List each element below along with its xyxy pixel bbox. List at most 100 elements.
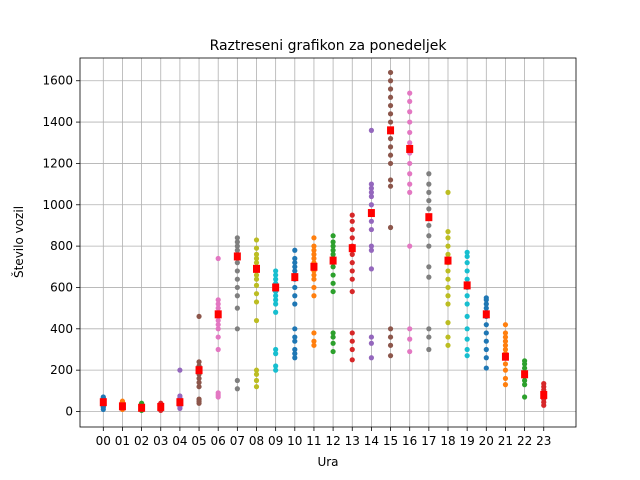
data-point xyxy=(349,260,355,266)
x-tick-label: 18 xyxy=(440,434,455,448)
data-point xyxy=(253,245,260,251)
data-point xyxy=(387,326,394,332)
x-tick-label: 20 xyxy=(479,434,494,448)
data-point xyxy=(273,351,279,357)
x-tick-label: 14 xyxy=(364,434,379,448)
data-point xyxy=(253,367,260,373)
data-point xyxy=(426,198,432,204)
data-point xyxy=(330,233,336,239)
mean-marker xyxy=(138,403,146,412)
data-point xyxy=(368,334,374,340)
data-point xyxy=(502,382,509,388)
data-point xyxy=(215,301,221,307)
data-point xyxy=(407,181,413,187)
data-point xyxy=(483,322,489,328)
data-point xyxy=(292,247,298,253)
data-point xyxy=(273,293,279,299)
data-point xyxy=(445,320,451,326)
data-point xyxy=(253,371,260,377)
data-point xyxy=(273,272,279,278)
data-point xyxy=(407,171,413,177)
x-axis-label: Ura xyxy=(317,455,338,469)
data-point xyxy=(330,280,336,286)
data-point xyxy=(387,152,394,158)
data-point xyxy=(253,255,260,262)
data-point xyxy=(522,382,528,388)
data-point xyxy=(330,264,336,270)
data-point xyxy=(407,140,413,146)
data-point xyxy=(292,351,298,357)
data-point xyxy=(196,396,202,402)
data-point xyxy=(483,295,489,301)
mean-marker xyxy=(99,398,107,407)
x-tick-label: 11 xyxy=(306,434,321,448)
data-point xyxy=(311,272,317,278)
data-point xyxy=(445,235,451,241)
data-point xyxy=(368,202,374,208)
data-point xyxy=(253,299,260,305)
data-point xyxy=(215,305,221,311)
data-point xyxy=(330,340,336,346)
data-point xyxy=(311,338,317,344)
data-point xyxy=(407,348,413,355)
data-point xyxy=(234,326,240,332)
data-point xyxy=(253,291,260,297)
data-point xyxy=(368,218,374,224)
data-point xyxy=(234,293,240,299)
data-point xyxy=(426,243,432,249)
x-tick-label: 02 xyxy=(134,434,149,448)
data-point xyxy=(349,251,355,257)
data-point xyxy=(387,119,394,125)
y-tick-label: 1400 xyxy=(42,115,73,129)
data-point xyxy=(368,266,374,272)
data-point xyxy=(311,293,317,299)
data-point xyxy=(445,284,451,291)
data-point xyxy=(234,247,240,253)
data-point xyxy=(234,268,240,274)
data-point xyxy=(234,386,240,392)
data-point xyxy=(253,237,260,243)
data-point xyxy=(387,69,394,76)
data-point xyxy=(273,268,279,274)
data-point xyxy=(311,284,317,291)
mean-marker xyxy=(118,402,126,411)
data-point xyxy=(387,78,394,84)
mean-marker xyxy=(482,310,490,319)
mean-marker xyxy=(367,209,375,218)
data-point xyxy=(483,305,489,311)
mean-marker xyxy=(310,262,318,271)
data-point xyxy=(368,340,374,346)
data-point xyxy=(273,363,279,369)
data-point xyxy=(368,189,374,195)
x-tick-label: 16 xyxy=(402,434,417,448)
data-point xyxy=(292,260,298,266)
data-point xyxy=(387,136,394,142)
data-point xyxy=(368,226,374,233)
data-point xyxy=(464,301,470,307)
data-point xyxy=(253,276,260,282)
mean-marker xyxy=(214,310,222,319)
x-tick-label: 23 xyxy=(536,434,551,448)
mean-marker xyxy=(233,252,241,261)
mean-marker xyxy=(195,366,203,375)
data-point xyxy=(387,177,394,183)
data-point xyxy=(426,233,432,239)
data-point xyxy=(387,102,394,109)
data-point xyxy=(368,185,374,191)
data-point xyxy=(368,243,374,249)
data-point xyxy=(407,129,413,136)
data-point xyxy=(464,313,470,320)
data-point xyxy=(502,342,509,348)
y-tick-label: 800 xyxy=(50,239,73,253)
data-point xyxy=(330,330,336,336)
mean-markers xyxy=(99,126,548,412)
data-point xyxy=(368,181,374,187)
data-point xyxy=(349,235,355,241)
data-point xyxy=(445,251,451,257)
y-tick-label: 0 xyxy=(65,404,73,418)
data-point xyxy=(330,288,336,295)
data-point xyxy=(464,353,470,359)
data-point xyxy=(234,284,240,291)
data-point xyxy=(311,251,317,257)
data-point xyxy=(311,247,317,253)
